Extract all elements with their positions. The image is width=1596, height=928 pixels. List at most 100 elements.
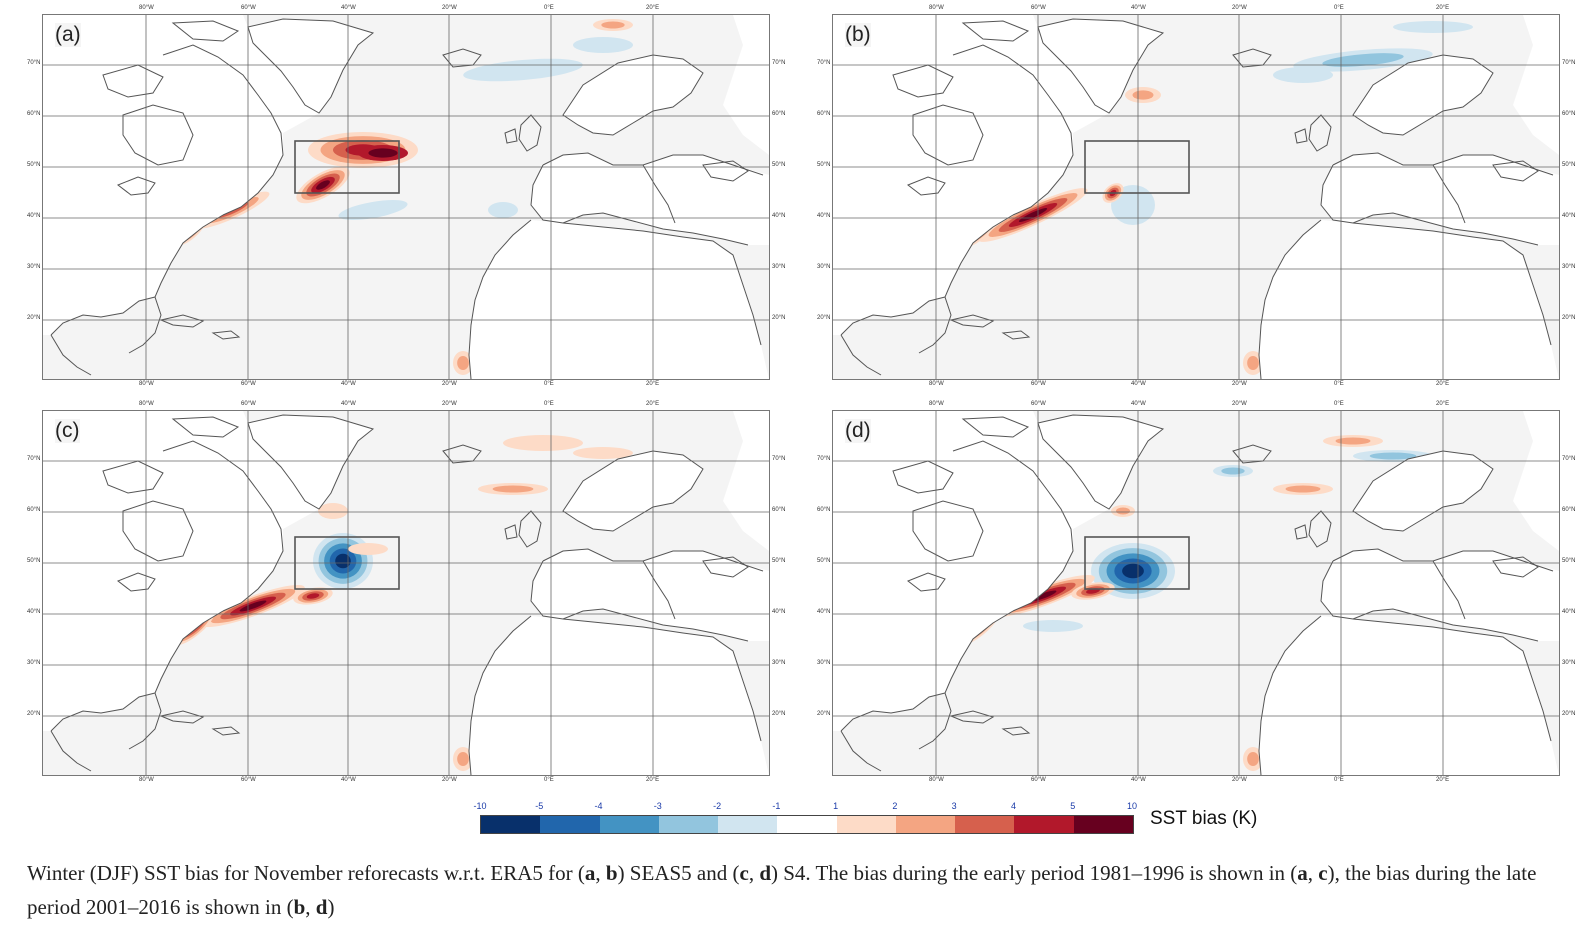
lat-tick-label: 40°N (1562, 609, 1576, 615)
lon-tick-label: 40°W (1131, 401, 1146, 407)
map-panel-b: (b) (832, 14, 1560, 380)
colorbar-tick-label: -2 (713, 801, 722, 811)
land-mask (43, 411, 769, 775)
lon-tick-label: 80°W (139, 777, 154, 783)
lon-tick-label: 0°E (1334, 381, 1344, 387)
lat-tick-label: 70°N (817, 456, 831, 462)
lat-tick-label: 60°N (27, 507, 41, 513)
lon-tick-label: 20°E (1436, 401, 1450, 407)
map-panel-d: (d) (832, 410, 1560, 776)
lat-tick-label: 50°N (1562, 162, 1576, 168)
lat-tick-label: 50°N (27, 162, 41, 168)
lon-tick-label: 20°W (442, 777, 457, 783)
colorbar-segment (718, 816, 778, 833)
lon-tick-label: 60°W (1031, 777, 1046, 783)
lat-tick-label: 50°N (817, 162, 831, 168)
land-mask (43, 15, 769, 379)
lon-tick-label: 40°W (1131, 5, 1146, 11)
colorbar-segment (540, 816, 600, 833)
lon-tick-label: 60°W (241, 381, 256, 387)
lon-tick-label: 20°E (1436, 381, 1450, 387)
lon-tick-label: 40°W (341, 401, 356, 407)
figure-caption: Winter (DJF) SST bias for November refor… (27, 856, 1572, 924)
colorbar-tick-label: 2 (892, 801, 898, 811)
caption-ref: b (605, 861, 618, 885)
lat-tick-label: 70°N (817, 60, 831, 66)
caption-ref: d (759, 861, 771, 885)
caption-ref: a (1297, 861, 1308, 885)
lat-tick-label: 50°N (817, 558, 831, 564)
coastlines (840, 18, 1554, 379)
coastlines (50, 18, 764, 379)
region-box (1084, 140, 1190, 194)
lon-tick-label: 20°W (1232, 401, 1247, 407)
map-panel-c: (c) (42, 410, 770, 776)
lon-tick-label: 0°E (544, 401, 554, 407)
map-canvas (43, 411, 769, 775)
panel-label: (d) (845, 419, 871, 443)
lat-tick-label: 70°N (1562, 456, 1576, 462)
lat-tick-label: 60°N (1562, 111, 1576, 117)
lon-tick-label: 0°E (544, 5, 554, 11)
colorbar-segment (895, 816, 956, 833)
land-mask (833, 411, 1559, 775)
caption-sep: , (305, 895, 316, 919)
lon-tick-label: 40°W (341, 777, 356, 783)
colorbar-segment (658, 816, 719, 833)
colorbar-tick-label: 4 (1010, 801, 1016, 811)
lon-tick-label: 0°E (1334, 5, 1344, 11)
lat-tick-label: 60°N (772, 507, 786, 513)
colorbar-tick-label: 10 (1126, 801, 1138, 811)
lat-tick-label: 30°N (27, 660, 41, 666)
lon-tick-label: 60°W (241, 5, 256, 11)
lat-tick-label: 60°N (772, 111, 786, 117)
lat-tick-label: 30°N (1562, 660, 1576, 666)
lat-tick-label: 30°N (817, 264, 831, 270)
caption-text: ) SEAS5 and ( (617, 861, 740, 885)
lon-tick-label: 40°W (341, 381, 356, 387)
map-canvas (43, 15, 769, 379)
lon-tick-label: 40°W (1131, 381, 1146, 387)
lat-tick-label: 20°N (1562, 315, 1576, 321)
region-box (294, 140, 400, 194)
panel-label: (b) (845, 23, 871, 47)
lat-tick-label: 30°N (772, 264, 786, 270)
lat-tick-label: 40°N (772, 213, 786, 219)
colorbar-segment (1073, 816, 1133, 833)
lon-tick-label: 20°E (1436, 5, 1450, 11)
map-canvas (833, 15, 1559, 379)
lon-tick-label: 20°E (646, 381, 660, 387)
lat-tick-label: 50°N (1562, 558, 1576, 564)
lat-tick-label: 30°N (817, 660, 831, 666)
colorbar-title: SST bias (K) (1150, 808, 1258, 829)
lon-tick-label: 20°W (442, 381, 457, 387)
lon-tick-label: 0°E (1334, 777, 1344, 783)
lat-tick-label: 60°N (1562, 507, 1576, 513)
lon-tick-label: 60°W (241, 401, 256, 407)
colorbar-tick-label: -10 (473, 801, 487, 811)
lat-tick-label: 40°N (817, 609, 831, 615)
caption-sep: , (595, 861, 606, 885)
coastlines (840, 414, 1554, 775)
lon-tick-label: 20°E (1436, 777, 1450, 783)
region-box (1084, 536, 1190, 590)
graticule (43, 15, 769, 379)
lon-tick-label: 80°W (929, 5, 944, 11)
colorbar-tick-label: -5 (535, 801, 544, 811)
lon-tick-label: 80°W (139, 381, 154, 387)
lat-tick-label: 50°N (27, 558, 41, 564)
graticule (833, 411, 1559, 775)
region-box (294, 536, 400, 590)
lat-tick-label: 40°N (772, 609, 786, 615)
colorbar-tick-label: -1 (772, 801, 781, 811)
lat-tick-label: 60°N (817, 507, 831, 513)
lon-tick-label: 0°E (544, 381, 554, 387)
map-panel-a: (a) (42, 14, 770, 380)
caption-sep: , (748, 861, 760, 885)
lat-tick-label: 70°N (27, 60, 41, 66)
colorbar-tick-label: 1 (833, 801, 839, 811)
lon-tick-label: 20°E (646, 5, 660, 11)
colorbar-tick-label: -3 (653, 801, 662, 811)
lat-tick-label: 70°N (772, 456, 786, 462)
lat-tick-label: 20°N (772, 711, 786, 717)
